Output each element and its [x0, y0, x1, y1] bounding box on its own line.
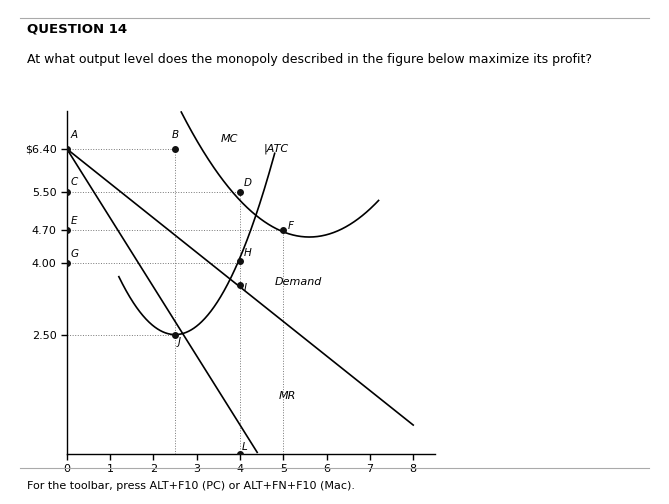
Text: MC: MC — [221, 134, 238, 144]
Text: E: E — [70, 216, 77, 226]
Text: |ATC: |ATC — [264, 143, 289, 154]
Text: H: H — [244, 248, 252, 258]
Text: D: D — [244, 178, 252, 188]
Text: A: A — [70, 131, 78, 141]
Text: For the toolbar, press ALT+F10 (PC) or ALT+FN+F10 (Mac).: For the toolbar, press ALT+F10 (PC) or A… — [27, 481, 355, 491]
Text: MR: MR — [279, 391, 296, 401]
Text: G: G — [70, 249, 78, 259]
Text: B: B — [172, 131, 179, 141]
Text: L: L — [242, 442, 248, 452]
Text: F: F — [288, 221, 294, 231]
Text: At what output level does the monopoly described in the figure below maximize it: At what output level does the monopoly d… — [27, 53, 592, 66]
Text: J: J — [177, 337, 180, 347]
Text: QUESTION 14: QUESTION 14 — [27, 23, 127, 36]
Text: I: I — [244, 283, 246, 293]
Text: C: C — [70, 177, 78, 186]
Text: Demand: Demand — [275, 277, 322, 287]
